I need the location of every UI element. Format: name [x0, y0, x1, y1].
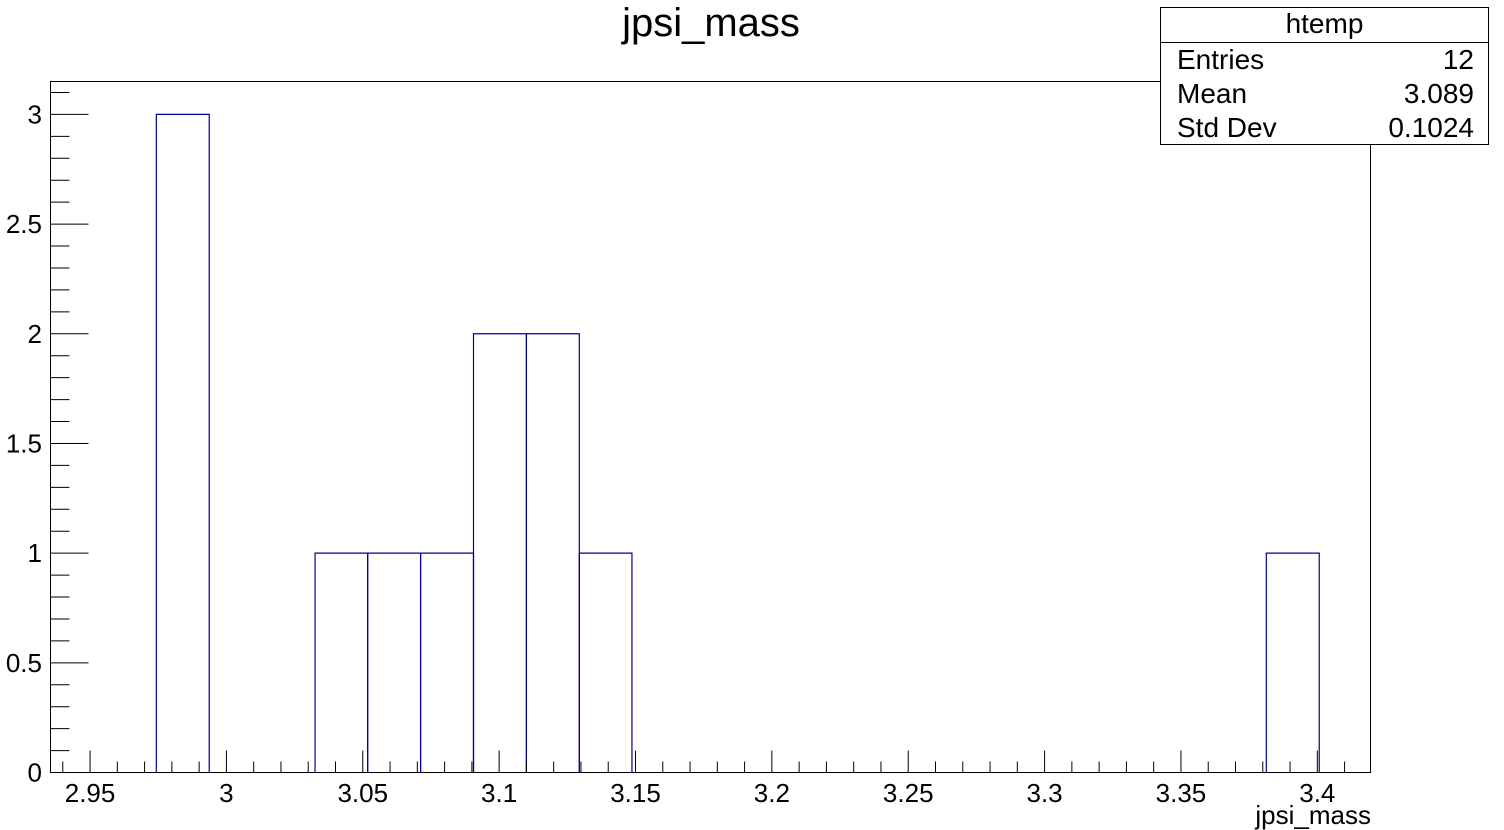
stats-box: htemp Entries 12 Mean 3.089 Std Dev 0.10…: [1160, 7, 1489, 145]
stats-label: Mean: [1177, 78, 1248, 109]
y-axis: 0 0.5 1 1.5 2 2.5 3: [6, 91, 89, 788]
x-tick-label: 3: [219, 778, 233, 808]
x-tick-label: 3.35: [1156, 778, 1207, 808]
x-tick-label: 3.2: [754, 778, 790, 808]
x-tick-label: 3.4: [1299, 778, 1335, 808]
y-tick-label: 1: [28, 538, 42, 568]
histogram-bar: [578, 552, 633, 773]
y-tick-label: 2.5: [6, 209, 42, 239]
histogram-bar: [525, 333, 580, 773]
x-tick-label: 2.95: [65, 778, 116, 808]
histogram-bar: [314, 552, 369, 773]
stats-row-entries: Entries 12: [1161, 43, 1488, 77]
stats-value: 3.089: [1403, 78, 1474, 109]
x-axis: 2.95 3 3.05 3.1 3.15 3.2 3.25 3.3 3.35 3.4: [62, 750, 1346, 808]
stats-label: Std Dev: [1177, 112, 1277, 143]
y-tick-label: 0.5: [6, 648, 42, 678]
x-axis-title: jpsi_mass: [1255, 800, 1371, 830]
x-tick-label: 3.15: [610, 778, 661, 808]
histogram-bars: [155, 113, 1320, 773]
x-tick-label: 3.3: [1027, 778, 1063, 808]
stats-row-mean: Mean 3.089: [1161, 77, 1488, 111]
stats-row-std-dev: Std Dev 0.1024: [1161, 111, 1488, 145]
stats-value: 0.1024: [1388, 112, 1474, 143]
y-tick-label: 1.5: [6, 428, 42, 458]
plot-frame: [50, 81, 1371, 773]
chart-title: jpsi_mass: [622, 1, 800, 45]
y-tick-label: 2: [28, 319, 42, 349]
stats-value: 12: [1442, 44, 1474, 75]
histogram-bar: [155, 113, 210, 773]
x-tick-label: 3.1: [481, 778, 517, 808]
y-tick-label: 0: [28, 758, 42, 788]
y-tick-label: 3: [28, 99, 42, 129]
stats-label: Entries: [1177, 44, 1265, 75]
histogram-bar: [367, 552, 422, 773]
x-tick-label: 3.05: [337, 778, 388, 808]
histogram-bar: [1265, 552, 1320, 773]
histogram-bar: [472, 333, 528, 773]
histogram-bar: [419, 552, 475, 773]
x-tick-label: 3.25: [883, 778, 934, 808]
stats-box-title: htemp: [1161, 8, 1488, 43]
